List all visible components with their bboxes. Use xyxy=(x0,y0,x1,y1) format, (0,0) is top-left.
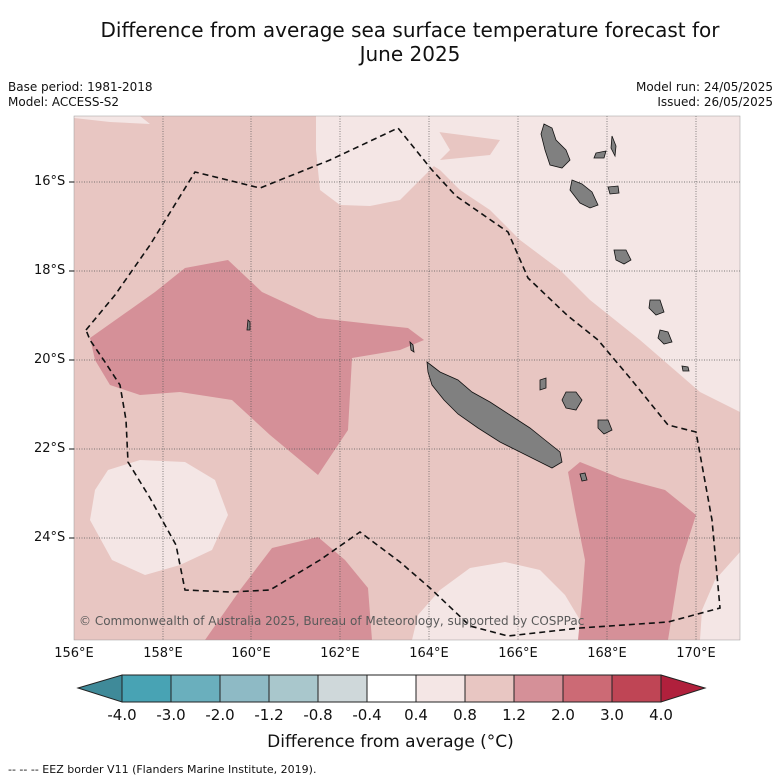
lon-label-170e: 170°E xyxy=(676,646,716,661)
issued-date: Issued: 26/05/2025 xyxy=(657,95,773,109)
colorbar-box-2 xyxy=(170,674,221,703)
colorbar-label: -1.2 xyxy=(254,706,284,724)
axis-ticks xyxy=(69,181,74,539)
meta-left: Base period: 1981-2018 Model: ACCESS-S2 xyxy=(8,80,153,110)
lat-label-22s: 22°S xyxy=(34,441,66,456)
colorbar-label: -3.0 xyxy=(156,706,186,724)
colorbar-title: Difference from average (°C) xyxy=(267,732,514,752)
island-mare xyxy=(597,419,613,435)
island-isle-of-pines xyxy=(579,472,588,482)
colorbar-box-1 xyxy=(121,674,172,703)
colorbar xyxy=(76,674,707,703)
island-lifou xyxy=(561,391,583,411)
lon-label-166e: 166°E xyxy=(498,646,538,661)
colorbar-label: 4.0 xyxy=(649,706,673,724)
islet-belep xyxy=(409,340,415,353)
map-frame xyxy=(73,115,741,641)
title-line-1: Difference from average sea surface temp… xyxy=(100,18,720,42)
colorbar-box-10 xyxy=(562,674,613,703)
colorbar-label: 0.8 xyxy=(453,706,477,724)
colorbar-label: -2.0 xyxy=(205,706,235,724)
map-area xyxy=(74,116,740,640)
colorbar-label: 3.0 xyxy=(600,706,624,724)
anomaly-0.4-0.8-south xyxy=(412,562,590,640)
lat-label-16s: 16°S xyxy=(34,174,66,189)
lat-label-24s: 24°S xyxy=(34,530,66,545)
model-name: Model: ACCESS-S2 xyxy=(8,95,120,109)
colorbar-box-8 xyxy=(464,674,515,703)
anomaly-0.4-0.8-corner xyxy=(74,116,150,124)
anomaly-1.2-2.0-central-west xyxy=(90,260,424,475)
colorbar-box-3 xyxy=(219,674,270,703)
colorbar-box-4 xyxy=(268,674,319,703)
model-run: Model run: 24/05/2025 xyxy=(635,80,773,94)
colorbar-low-arrow xyxy=(76,674,123,703)
anomaly-0.4-0.8-southeast xyxy=(700,552,740,640)
colorbar-label: 1.2 xyxy=(502,706,526,724)
chart-title: Difference from average sea surface temp… xyxy=(40,18,780,66)
anomaly-1.2-2.0-southeast xyxy=(568,462,696,640)
colorbar-box-7 xyxy=(415,674,466,703)
anomaly-0.4-0.8-north xyxy=(316,116,450,206)
island-tanna xyxy=(613,249,632,265)
colorbar-box-9 xyxy=(513,674,564,703)
colorbar-label: -0.4 xyxy=(352,706,382,724)
lon-label-156e: 156°E xyxy=(54,646,94,661)
new-caledonia-island xyxy=(426,361,563,469)
island-ambae xyxy=(593,150,607,159)
island-maewo xyxy=(610,135,617,158)
anomaly-0.4-0.8-west xyxy=(90,460,228,575)
colorbar-label: 0.4 xyxy=(404,706,428,724)
lon-label-164e: 164°E xyxy=(409,646,449,661)
colorbar-high-arrow xyxy=(660,674,707,703)
lon-label-162e: 162°E xyxy=(320,646,360,661)
lon-label-158e: 158°E xyxy=(143,646,183,661)
islet-chesterfield xyxy=(246,319,251,331)
colorbar-label: 2.0 xyxy=(551,706,575,724)
eez-legend: -- -- -- EEZ border V11 (Flanders Marine… xyxy=(8,763,317,776)
island-espiritu-santo xyxy=(540,123,571,169)
colorbar-box-5 xyxy=(317,674,368,703)
eez-border xyxy=(85,127,721,637)
graticule xyxy=(74,116,740,640)
island-ouvea xyxy=(539,377,547,391)
island-epi xyxy=(607,185,620,195)
lat-label-20s: 20°S xyxy=(34,352,66,367)
base-period: Base period: 1981-2018 xyxy=(8,80,153,94)
lon-label-168e: 168°E xyxy=(587,646,627,661)
colorbar-label: -0.8 xyxy=(303,706,333,724)
colorbar-box-6 xyxy=(366,674,417,703)
anomaly-0.4-0.8-northeast xyxy=(316,116,740,412)
lat-label-18s: 18°S xyxy=(34,263,66,278)
copyright-notice: © Commonwealth of Australia 2025, Bureau… xyxy=(79,614,585,628)
island-hunter xyxy=(648,299,665,316)
land xyxy=(246,123,690,482)
meta-right: Model run: 24/05/2025 Issued: 26/05/2025 xyxy=(636,80,773,110)
islet-east xyxy=(681,365,690,372)
colorbar-label: -4.0 xyxy=(107,706,137,724)
anomaly-1.2-2.0-south xyxy=(205,537,372,640)
colorbar-box-11 xyxy=(611,674,662,703)
title-line-2: June 2025 xyxy=(359,42,461,66)
lon-label-160e: 160°E xyxy=(231,646,271,661)
island-malekula xyxy=(569,179,599,209)
island-matthew xyxy=(657,329,673,345)
